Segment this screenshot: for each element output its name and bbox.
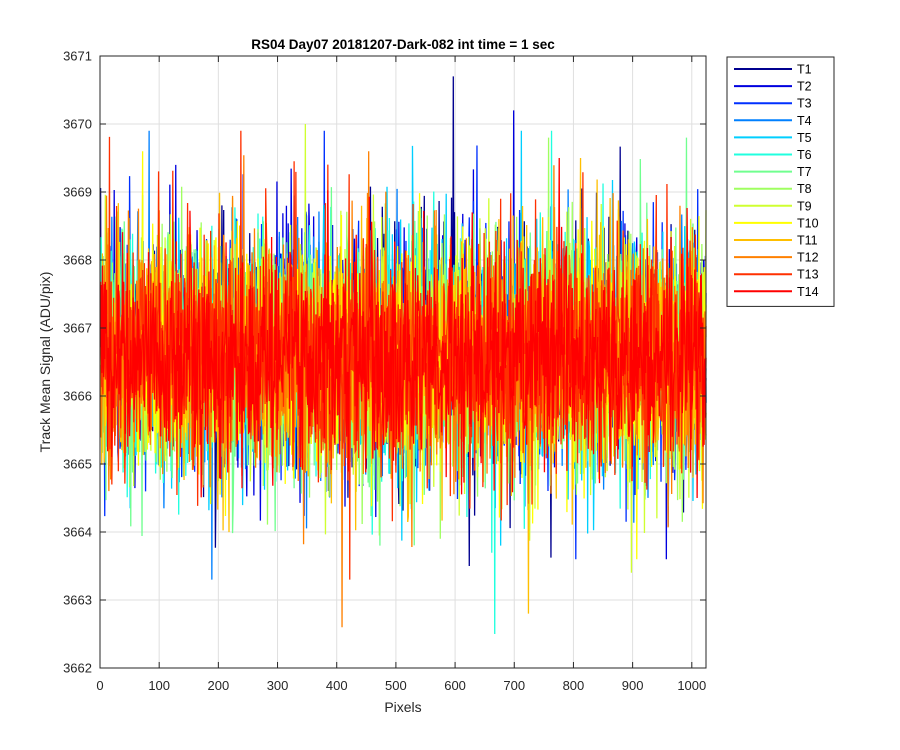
legend-label-t4: T4 [797,114,812,128]
legend-label-t2: T2 [797,80,812,94]
plot-frame [99,55,707,669]
legend-label-t10: T10 [797,216,819,230]
y-tick-label: 3664 [63,525,92,540]
legend-label-t14: T14 [797,285,819,299]
y-tick-label: 3671 [63,49,92,64]
legend-box [726,56,835,307]
x-axis-label: Pixels [384,699,421,715]
y-tick-label: 3665 [63,457,92,472]
axis-ticks: 0 100 200 300 400 500 600 700 800 900 1000 3662 3663… [63,49,706,694]
y-tick-label: 3666 [63,389,92,404]
x-tick-label: 0 [96,678,103,693]
legend-label-t7: T7 [797,165,812,179]
legend-label-t1: T1 [797,63,812,77]
y-tick-label: 3663 [63,593,92,608]
legend-label-t3: T3 [797,97,812,111]
legend-label-t5: T5 [797,131,812,145]
x-tick-label: 300 [267,678,289,693]
x-tick-label: 600 [444,678,466,693]
y-tick-label: 3669 [63,185,92,200]
y-tick-label: 3662 [63,661,92,676]
x-tick-label: 900 [622,678,644,693]
legend-label-t13: T13 [797,268,819,282]
x-tick-label: 1000 [677,678,706,693]
y-tick-label: 3670 [63,117,92,132]
legend-label-t6: T6 [797,148,812,162]
x-tick-label: 100 [148,678,170,693]
x-tick-label: 200 [208,678,230,693]
legend-label-t9: T9 [797,199,812,213]
legend-label-t11: T11 [797,234,818,248]
x-tick-label: 800 [563,678,585,693]
series-layer [99,76,707,635]
y-axis-label: Track Mean Signal (ADU/pix) [37,272,53,453]
legend-label-t8: T8 [797,182,812,196]
x-tick-label: 400 [326,678,348,693]
legend: T1 T2 T3 T4 T5 T6 T7 T8 T9 T10 T11 T12 T13 T14 [726,56,835,307]
y-tick-label: 3668 [63,253,92,268]
legend-label-t12: T12 [797,251,819,265]
x-tick-label: 500 [385,678,407,693]
x-tick-label: 700 [503,678,525,693]
chart-title: RS04 Day07 20181207-Dark-082 int time = … [251,37,555,52]
series-line-t14 [99,157,707,499]
y-tick-label: 3667 [63,321,92,336]
